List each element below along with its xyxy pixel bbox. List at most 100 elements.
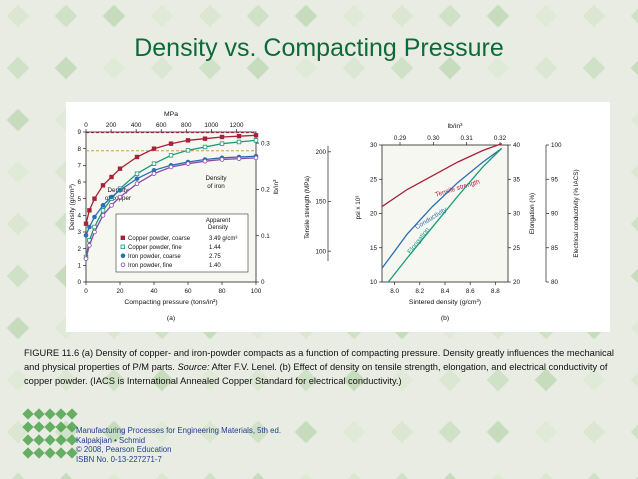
chart-a-data-point — [134, 176, 140, 181]
footer-isbn: ISBN No. 0-13-227271-7 — [76, 454, 162, 464]
chart-a-legend-value: 1.44 — [209, 245, 221, 251]
chart-a-panel-label: (a) — [167, 315, 175, 322]
background-tile — [630, 4, 638, 28]
background-tile — [246, 4, 270, 28]
chart-a-data-point — [219, 134, 225, 140]
chart-b-panel-label: (b) — [441, 315, 449, 322]
chart-b-psi-tick-label: 15 — [370, 245, 378, 252]
background-tile — [294, 472, 318, 479]
chart-a-y-tick-label: 7 — [77, 163, 81, 170]
chart-b-series-line — [387, 147, 503, 283]
background-tile — [534, 4, 558, 28]
chart-a-series-line — [85, 134, 257, 224]
ornament-square — [33, 434, 45, 446]
chart-a-top-tick-label: 1000 — [204, 122, 219, 129]
chart-a-data-point — [100, 183, 106, 188]
chart-a-data-point — [92, 229, 97, 235]
chart-b-top-tick-label: 0.31 — [461, 135, 474, 142]
chart-a-legend-value: 2.75 — [209, 254, 221, 260]
chart-a-data-point — [236, 139, 242, 145]
background-tile — [6, 316, 30, 340]
ornament-square — [44, 434, 56, 446]
background-tile — [6, 108, 30, 132]
chart-a-legend-marker — [120, 253, 126, 259]
chart-a-data-point — [117, 188, 123, 193]
chart-a-data-point — [134, 154, 140, 160]
chart-a-legend-header: Apparent — [206, 218, 231, 224]
background-tile — [438, 368, 462, 392]
background-tile — [438, 472, 462, 479]
chart-a-data-point — [109, 194, 114, 200]
chart-a-data-point — [134, 181, 140, 186]
chart-a-top-tick-label: 1200 — [229, 122, 244, 129]
chart-b-x-axis-label: Sintered density (g/cm³) — [409, 299, 481, 306]
chart-a-top-tick-label: 800 — [181, 122, 192, 129]
ornament-square — [44, 408, 56, 420]
ornament-square — [22, 408, 34, 420]
chart-a-data-point — [151, 161, 157, 166]
background-tile — [534, 472, 558, 479]
background-tile — [246, 472, 270, 479]
background-tile — [582, 420, 606, 444]
chart-a-top-axis-label: MPa — [164, 111, 178, 118]
chart-a-series-line — [85, 157, 257, 259]
chart-a-series-line — [85, 155, 257, 236]
chart-b-elongation-tick-label: 30 — [513, 211, 521, 218]
chart-b-psi-tick-label: 20 — [370, 211, 378, 218]
chart-b-x-tick-label: 8.8 — [491, 288, 500, 295]
chart-a-legend-header: Density — [208, 225, 228, 231]
chart-a-legend-label: Iron powder, coarse — [128, 254, 181, 260]
chart-a-x-tick-label: 40 — [150, 288, 158, 295]
chart-a-data-point — [87, 208, 92, 213]
chart-b-elongation-tick-label: 20 — [513, 279, 521, 286]
chart-a-data-point — [202, 158, 208, 164]
background-tile — [630, 264, 638, 288]
chart-a-data-point — [236, 133, 242, 139]
background-tile — [342, 368, 366, 392]
background-tile — [6, 4, 30, 28]
background-tile — [6, 160, 30, 184]
chart-a-legend-box — [115, 213, 249, 273]
chart-a-legend-label: Iron powder, fine — [128, 263, 173, 269]
chart-b-series-line — [381, 147, 503, 269]
chart-b-mpa-tick-label: 100 — [315, 248, 326, 255]
chart-a-y-tick-label: 5 — [77, 196, 81, 203]
chart-a-data-point — [100, 208, 106, 213]
ornament-square — [55, 408, 67, 420]
background-tile — [630, 420, 638, 444]
figure-panel: 0 20 40 60 80 100 0 1 2 3 4 5 6 7 8 9 0 200 400 600 800 1000 1… — [66, 102, 610, 332]
chart-b-elongation-tick-label: 40 — [513, 142, 521, 149]
background-tile — [102, 4, 126, 28]
chart-b-elongation-tick-label: 25 — [513, 245, 521, 252]
chart-a-top-tick-label: 0 — [84, 122, 88, 129]
chart-b-conductivity-axis-label: Electrical conductivity (% IACS) — [573, 169, 580, 257]
background-tile — [6, 472, 30, 479]
chart-a-y-axis-label: Density (g/cm³) — [69, 184, 76, 230]
chart-a-y-tick-label: 1 — [77, 263, 81, 270]
chart-a-data-point — [117, 194, 123, 200]
chart-a-data-point — [219, 141, 225, 146]
chart-b-elongation-tick-label: 35 — [513, 176, 521, 183]
chart-a-top-tick-label: 200 — [106, 122, 117, 129]
chart-a-right-tick-label: 0.1 — [261, 233, 270, 240]
background-tile — [342, 472, 366, 479]
chart-a-data-point — [219, 157, 225, 162]
chart-b-x-tick-label: 8.6 — [466, 288, 475, 295]
chart-a-reference-label: of iron — [207, 183, 225, 190]
background-tile — [390, 4, 414, 28]
caption-figure-label: FIGURE 11.6 — [24, 348, 80, 358]
chart-a-data-point — [117, 166, 123, 171]
background-tile — [102, 56, 126, 80]
chart-a-data-point — [151, 146, 157, 151]
chart-a-y-tick-label: 6 — [77, 179, 81, 186]
background-tile — [54, 472, 78, 479]
ornament-square — [33, 447, 45, 459]
chart-a-legend-label: Copper powder, coarse — [128, 236, 191, 242]
chart-a-data-point — [202, 144, 208, 150]
chart-b-conductivity-tick-label: 90 — [551, 211, 559, 218]
chart-a-legend-marker — [120, 244, 125, 249]
chart-a-x-tick-label: 100 — [251, 288, 262, 295]
chart-a-data-point — [151, 171, 157, 176]
chart-b-top-tick-label: 0.29 — [394, 135, 407, 142]
